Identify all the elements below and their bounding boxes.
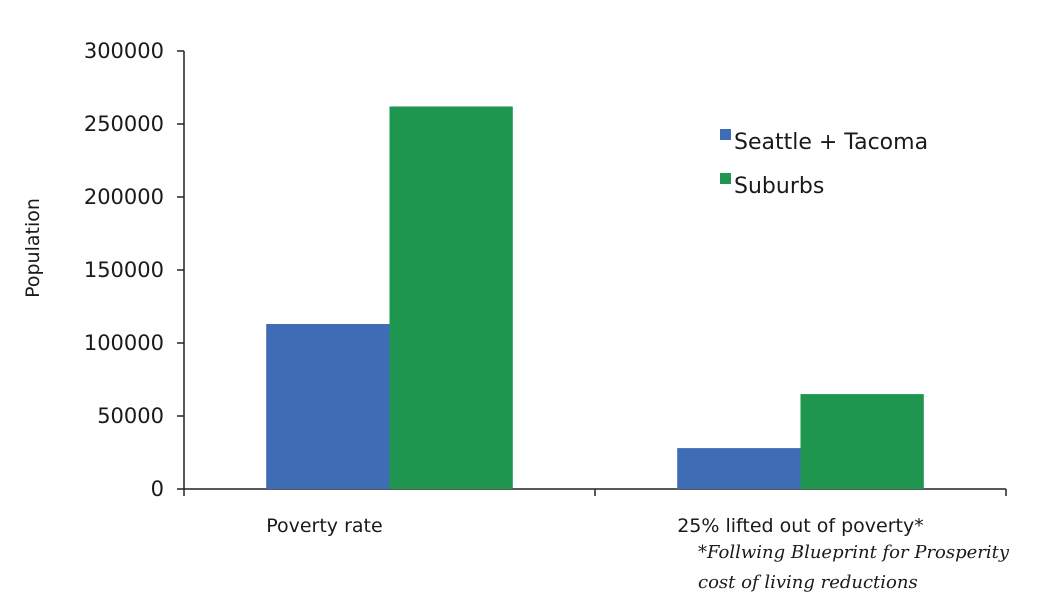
y-tick-label: 200000 (84, 185, 164, 209)
bar-seattle-tacoma (266, 324, 390, 489)
bars (266, 106, 924, 489)
legend-label: Suburbs (734, 174, 824, 199)
x-axis: Poverty rate 25% lifted out of poverty* (183, 488, 1007, 537)
bar-seattle-tacoma (677, 448, 801, 489)
y-tick-label: 0 (151, 477, 164, 501)
y-tick-label: 50000 (97, 404, 164, 428)
y-tick-label: 100000 (84, 331, 164, 355)
x-category-label: Poverty rate (266, 515, 382, 537)
y-tick-label: 250000 (84, 112, 164, 136)
y-tick-label: 300000 (84, 39, 164, 63)
legend-swatch (720, 173, 731, 184)
footnote-line-1: *Follwing Blueprint for Prosperity (698, 542, 1010, 563)
legend-label: Seattle + Tacoma (734, 130, 928, 155)
y-axis: 0 50000 100000 150000 200000 250000 300000 (84, 39, 185, 501)
legend: Seattle + Tacoma Suburbs (720, 129, 928, 199)
x-category-label: 25% lifted out of poverty* (677, 515, 924, 537)
bar-suburbs (800, 394, 924, 489)
footnote: *Follwing Blueprint for Prosperity cost … (698, 538, 1028, 598)
legend-swatch (720, 129, 731, 140)
footnote-line-2: cost of living reductions (698, 572, 918, 593)
y-axis-title: Population (22, 198, 44, 298)
bar-suburbs (389, 106, 513, 489)
y-tick-label: 150000 (84, 258, 164, 282)
